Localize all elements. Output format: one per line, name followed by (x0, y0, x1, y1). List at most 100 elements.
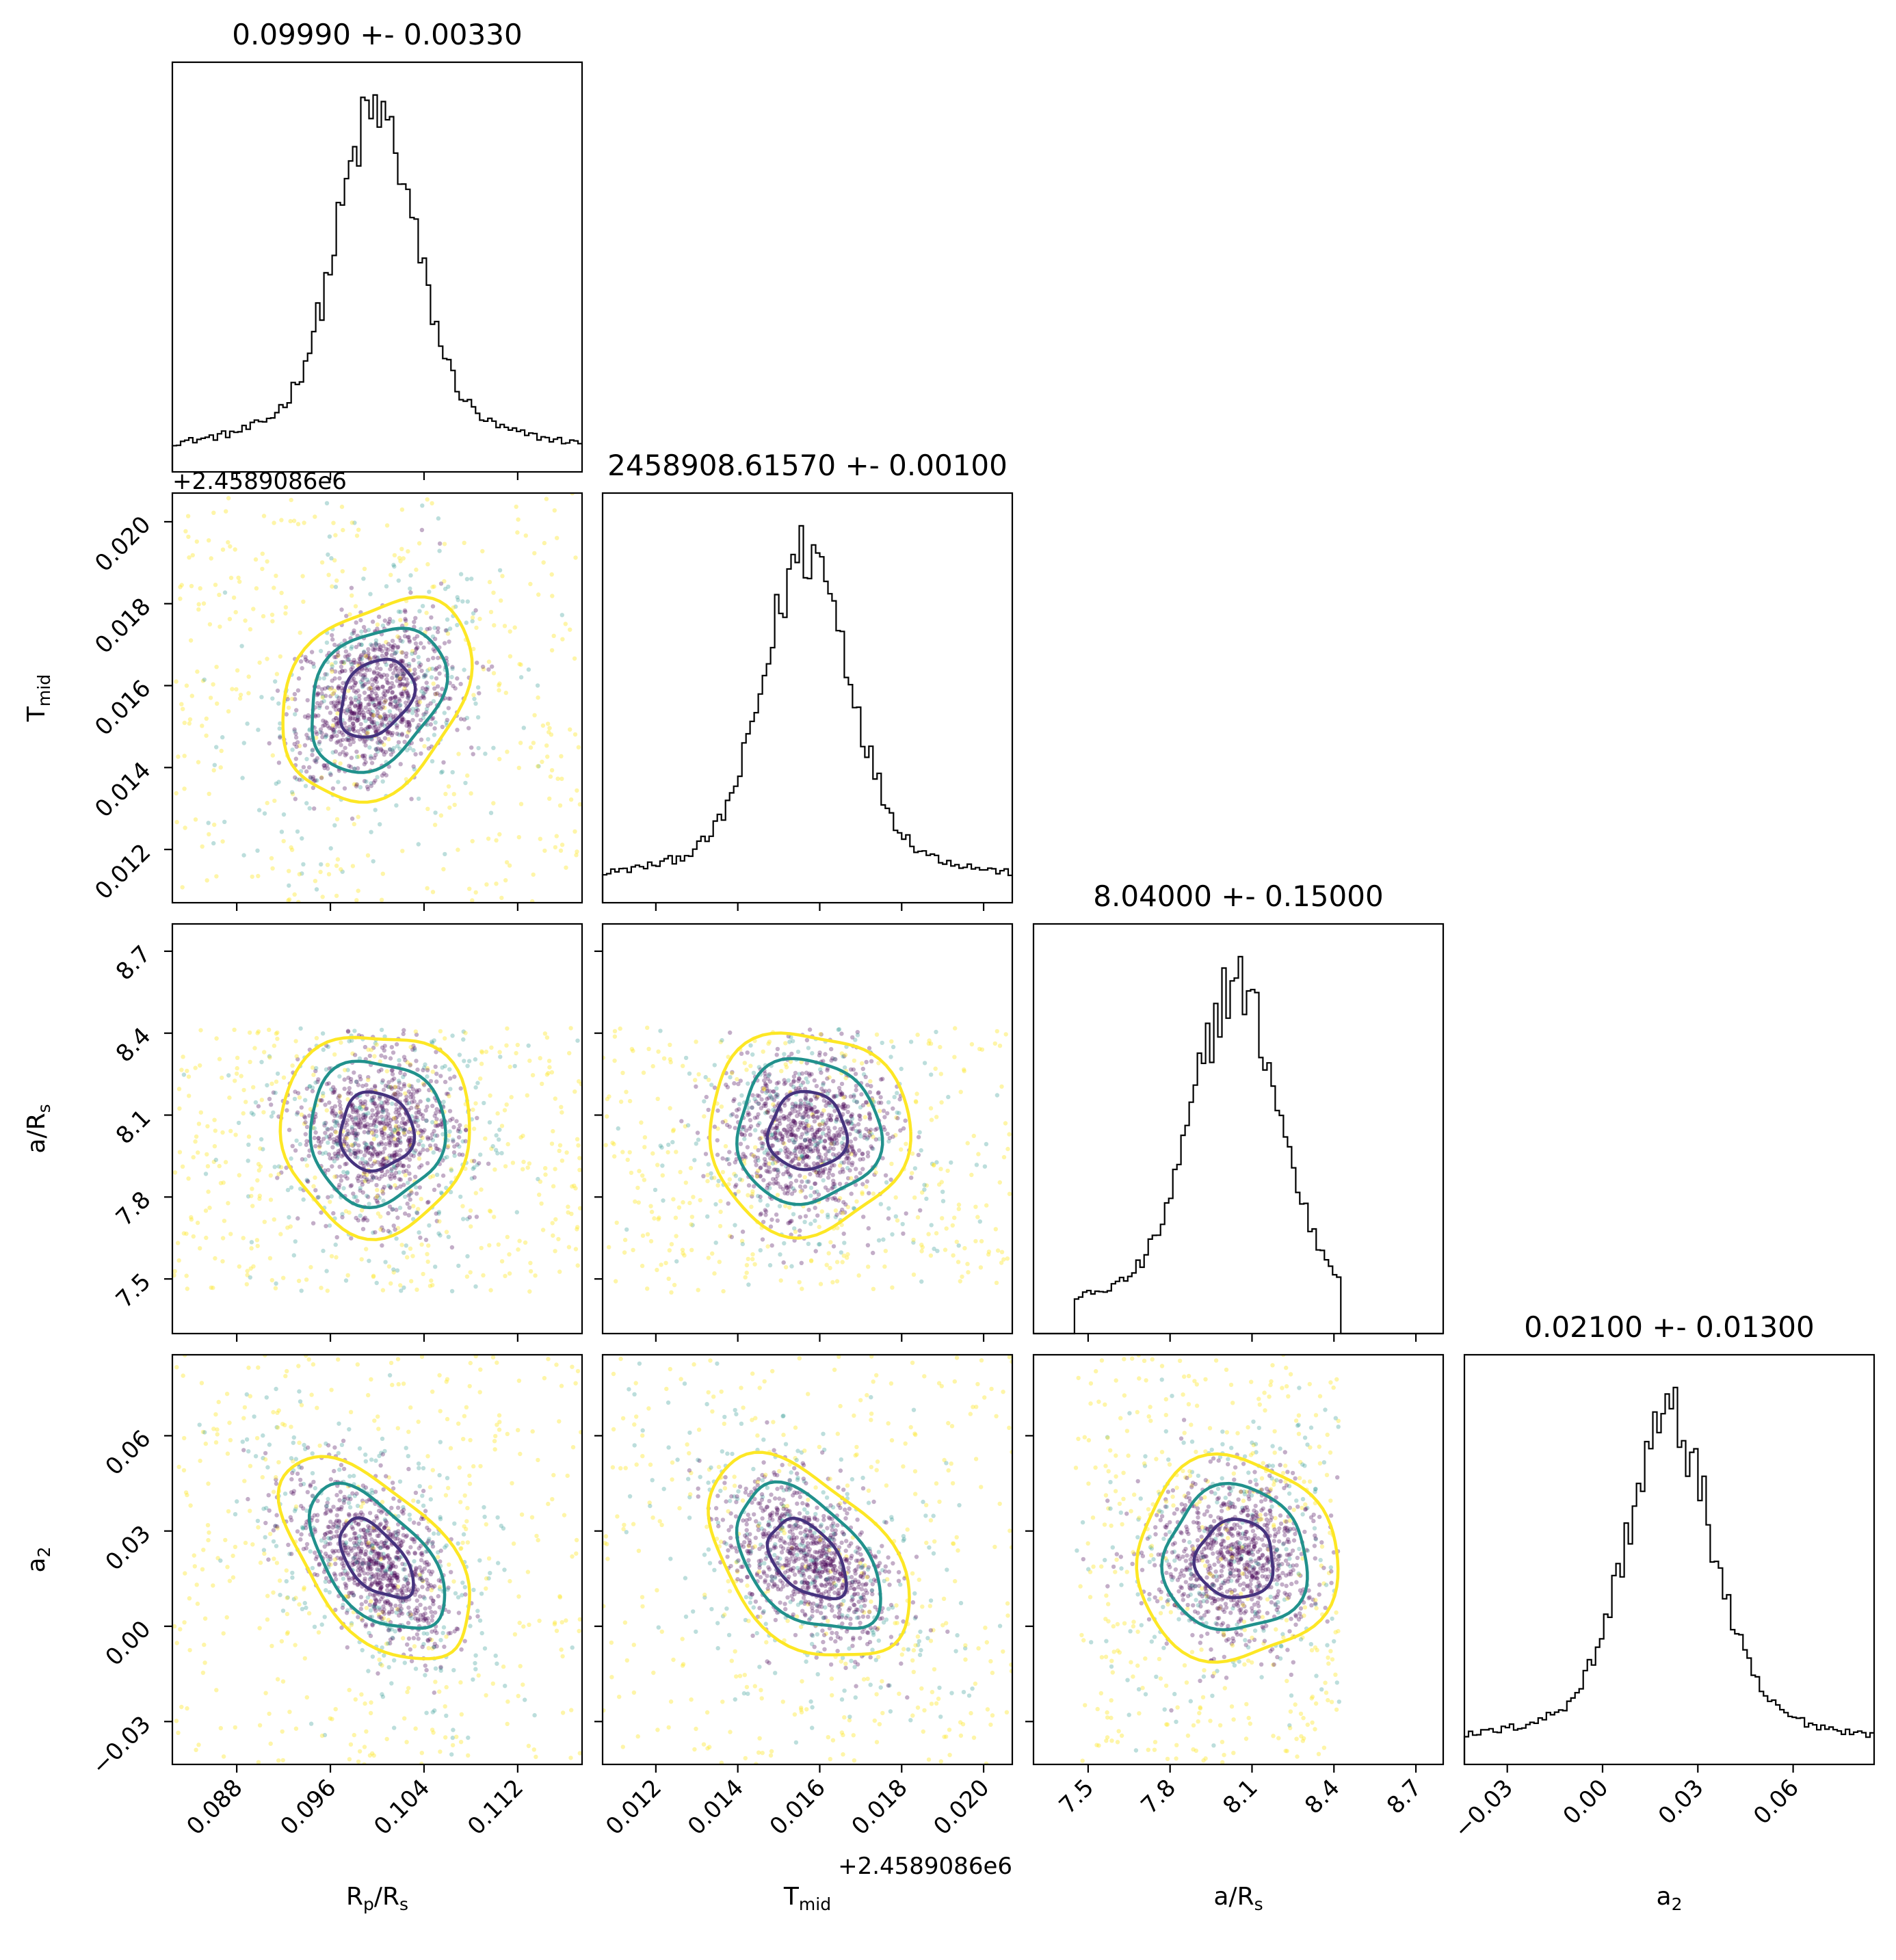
sample-point (793, 1101, 798, 1107)
sample-point (338, 1115, 343, 1120)
sample-point (706, 1077, 711, 1083)
sample-point (796, 1110, 801, 1115)
sample-point (369, 1152, 374, 1157)
sample-point (401, 1084, 407, 1089)
sample-point (756, 1094, 762, 1098)
sample-point (542, 540, 547, 546)
sample-point (373, 1608, 378, 1613)
sample-point (823, 1167, 828, 1171)
sample-point (434, 1146, 439, 1151)
sample-point (530, 899, 535, 903)
sample-point (696, 1288, 700, 1293)
sample-point (380, 871, 385, 876)
sample-point (832, 1095, 837, 1100)
sample-point (339, 607, 344, 612)
sample-point (422, 1616, 427, 1621)
sample-point (391, 704, 396, 709)
sample-point (358, 679, 363, 685)
sample-point (410, 711, 415, 715)
sample-point (455, 728, 460, 732)
sample-point (440, 1173, 446, 1178)
sample-point (478, 1152, 483, 1157)
sample-point (800, 1153, 804, 1158)
sample-point (390, 696, 395, 700)
sample-point (852, 1153, 857, 1158)
sample-point (357, 693, 362, 698)
sample-point (350, 1105, 355, 1111)
sample-point (189, 1217, 194, 1222)
sample-point (804, 1124, 809, 1128)
sample-point (181, 1231, 187, 1236)
sample-point (401, 1128, 406, 1133)
sample-point (358, 1549, 363, 1554)
sample-point (419, 626, 423, 631)
sample-point (244, 1437, 250, 1442)
sample-point (860, 1191, 865, 1197)
sample-point (349, 1183, 354, 1188)
sample-point (443, 628, 449, 633)
sample-point (322, 723, 327, 728)
sample-point (295, 522, 301, 527)
sample-point (398, 1184, 403, 1189)
sample-point (350, 678, 355, 683)
sample-point (332, 654, 337, 659)
sample-point (353, 1115, 358, 1120)
sample-point (671, 1127, 676, 1133)
sample-point (431, 647, 436, 652)
sample-point (328, 1156, 332, 1161)
sample-point (235, 668, 240, 673)
sample-point (443, 586, 448, 592)
sample-point (352, 1513, 357, 1518)
sample-point (347, 709, 353, 714)
sample-point (292, 741, 297, 747)
sample-point (781, 1171, 786, 1177)
sample-point (547, 726, 552, 730)
sample-point (440, 1132, 445, 1137)
histogram-steps (601, 525, 1012, 903)
sample-point (350, 716, 356, 721)
sample-point (691, 1195, 696, 1200)
sample-point (796, 1078, 801, 1083)
sample-point (204, 733, 209, 738)
sample-point (791, 1140, 796, 1145)
sample-point (312, 1513, 317, 1518)
sample-point (808, 1258, 814, 1264)
sample-point (302, 1122, 307, 1126)
sample-point (753, 1145, 758, 1150)
sample-point (769, 1243, 774, 1248)
sample-point (365, 709, 371, 715)
sample-point (910, 1151, 915, 1156)
sample-point (557, 1419, 562, 1424)
sample-point (273, 1090, 278, 1096)
sample-point (462, 540, 466, 545)
sample-point (976, 1152, 981, 1156)
sample-point (432, 726, 437, 731)
sample-point (328, 771, 332, 776)
sample-point (365, 1193, 369, 1198)
sample-point (812, 1078, 817, 1083)
sample-point (867, 1130, 873, 1135)
sample-point (821, 1126, 826, 1132)
sample-point (802, 1111, 807, 1115)
sample-point (480, 548, 485, 554)
sample-point (518, 675, 524, 680)
sample-point (266, 1557, 271, 1562)
sample-point (756, 1065, 762, 1070)
sample-point (334, 863, 339, 869)
sample-point (489, 1045, 494, 1050)
sample-point (301, 1197, 306, 1202)
sample-point (956, 1243, 961, 1248)
sample-point (272, 1165, 277, 1169)
sample-point (404, 1094, 409, 1099)
sample-point (281, 838, 286, 844)
sample-point (752, 1115, 758, 1120)
sample-point (196, 1743, 201, 1747)
sample-point (371, 1604, 377, 1609)
sample-point (570, 1554, 575, 1559)
sample-point (478, 1464, 483, 1469)
sample-point (863, 1100, 869, 1104)
sample-point (399, 507, 405, 512)
sample-point (350, 1143, 356, 1148)
sample-point (397, 703, 402, 708)
sample-point (389, 1154, 394, 1159)
